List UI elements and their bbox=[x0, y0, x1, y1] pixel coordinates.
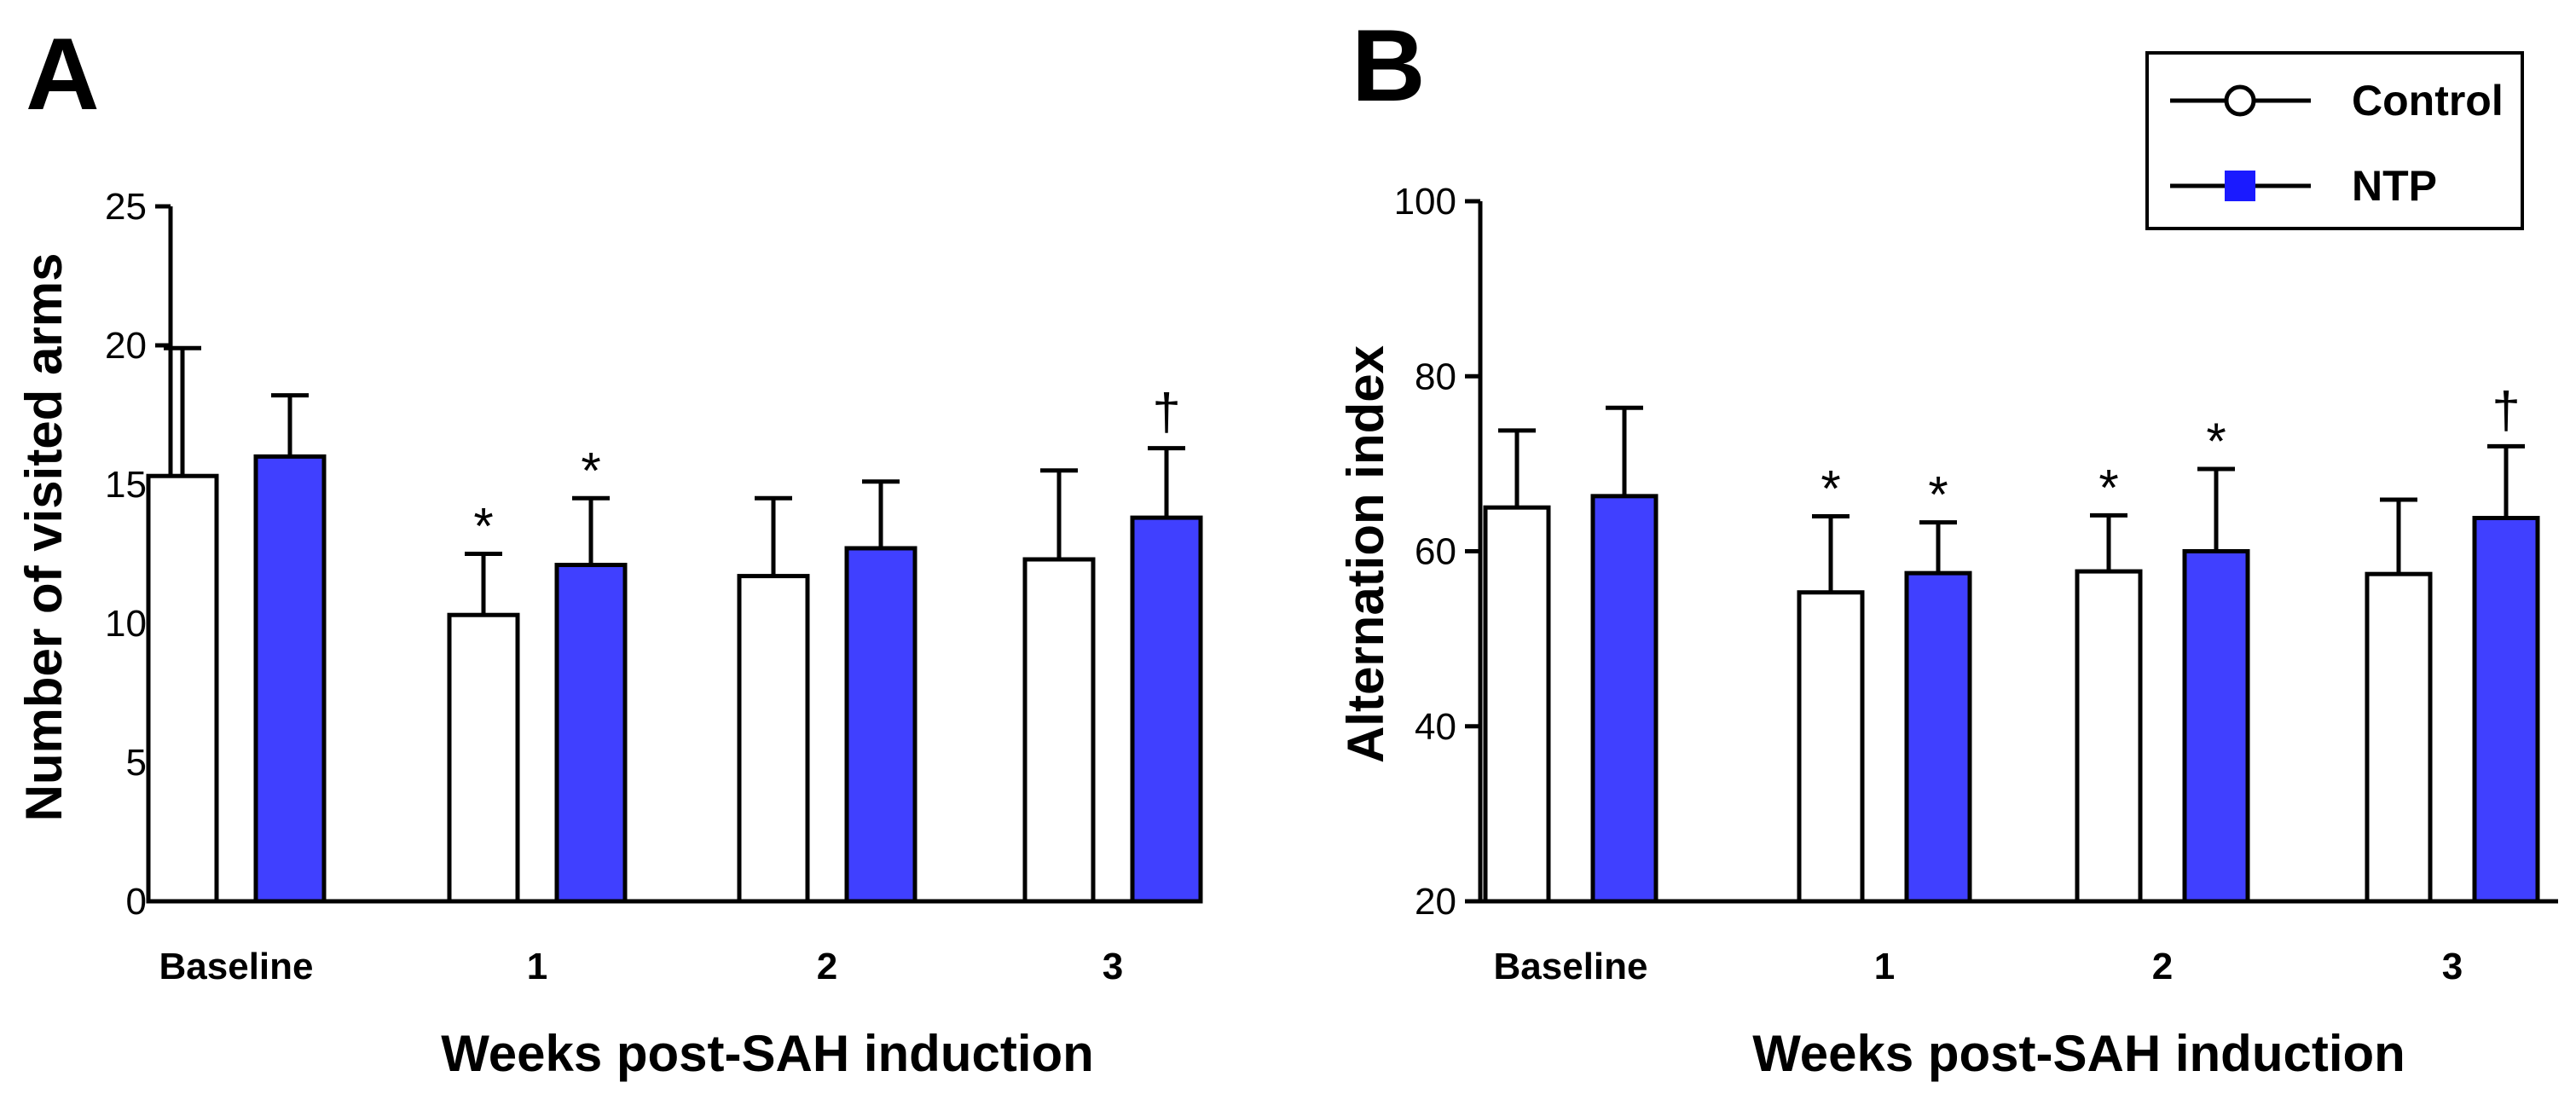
panel-b-control-bar bbox=[1797, 590, 1865, 904]
panel-b-y-tick-label: 60 bbox=[1415, 531, 1456, 573]
panel-a-y-tick-label: 0 bbox=[126, 881, 147, 923]
panel-a-y-tick-label: 15 bbox=[105, 464, 147, 506]
panel-b-control-bar bbox=[2365, 571, 2433, 904]
panel-b-x-tick-label: 2 bbox=[2152, 946, 2173, 987]
panel-b-ntp-bar bbox=[1904, 570, 1972, 904]
panel-b-significance-marker: * bbox=[1821, 460, 1840, 517]
panel-a-control-bar bbox=[447, 612, 520, 904]
panel-b-ntp-bar bbox=[2472, 516, 2540, 904]
panel-b-control-bar bbox=[2075, 569, 2143, 904]
panel-b-y-axis-title: Alternation index bbox=[1337, 345, 1394, 763]
legend-ntp-label: NTP bbox=[2352, 162, 2437, 210]
panel-b-significance-marker: * bbox=[2098, 459, 2118, 516]
panel-b-control-bar bbox=[1483, 505, 1551, 904]
panel-b-y-tick-label: 40 bbox=[1415, 706, 1456, 748]
panel-a-control-bar bbox=[1022, 557, 1096, 904]
panel-b-x-tick-label: Baseline bbox=[1494, 946, 1648, 987]
panel-a-y-tick-label: 25 bbox=[105, 186, 147, 228]
panel-a-significance-marker: † bbox=[1152, 384, 1180, 441]
panel-a-significance-marker: * bbox=[581, 442, 600, 499]
panel-b-ntp-bar bbox=[2182, 549, 2250, 904]
panel-b-significance-marker: * bbox=[1928, 466, 1948, 524]
legend: Control NTP bbox=[2145, 51, 2524, 230]
panel-b-y-tick-label: 80 bbox=[1415, 356, 1456, 397]
panel-a-y-axis-title: Number of visited arms bbox=[15, 253, 72, 822]
panel-a-x-tick-label: 3 bbox=[1103, 946, 1123, 987]
panel-b-y-tick-label: 100 bbox=[1394, 181, 1456, 223]
panel-a-significance-marker: * bbox=[473, 498, 493, 555]
panel-a-x-tick-label: 1 bbox=[527, 946, 547, 987]
panel-b-x-tick-label: 3 bbox=[2442, 946, 2463, 987]
panel-a-ntp-bar bbox=[253, 454, 327, 904]
legend-box bbox=[2145, 51, 2524, 230]
panel-a-y-tick-label: 5 bbox=[126, 742, 147, 784]
panel-b-y-tick-label: 20 bbox=[1415, 881, 1456, 923]
panel-b-plot: 20 40 60 80 100 Baseline 1 2 3 * * * * † bbox=[1394, 181, 2558, 987]
panel-b-letter: B bbox=[1352, 9, 1426, 123]
panel-a-x-tick-label: 2 bbox=[817, 946, 837, 987]
panel-a-letter: A bbox=[26, 17, 100, 131]
panel-a-x-tick-label: Baseline bbox=[159, 946, 314, 987]
panel-a-plot: 0 5 10 15 20 25 Baseline 1 2 3 * * † bbox=[105, 186, 1203, 987]
panel-a-y-tick-label: 20 bbox=[105, 325, 147, 367]
panel-a-control-bar bbox=[737, 574, 810, 904]
panel-b-ntp-bar bbox=[1590, 494, 1658, 904]
panel-b-x-axis-title: Weeks post-SAH induction bbox=[1752, 1025, 2405, 1082]
panel-a-x-axis-title: Weeks post-SAH induction bbox=[441, 1025, 1094, 1082]
panel-a-y-tick-label: 10 bbox=[105, 603, 147, 645]
panel-a-ntp-bar bbox=[554, 563, 628, 904]
legend-control-marker bbox=[2224, 84, 2256, 117]
legend-ntp-marker bbox=[2225, 171, 2255, 201]
panel-a-ntp-bar bbox=[1130, 515, 1203, 904]
panel-b-significance-marker: † bbox=[2492, 381, 2520, 438]
panel-b-significance-marker: * bbox=[2206, 413, 2226, 470]
panel-a-control-bar bbox=[146, 473, 219, 904]
legend-control-label: Control bbox=[2352, 77, 2504, 124]
panel-b-x-tick-label: 1 bbox=[1874, 946, 1895, 987]
panel-a-ntp-bar bbox=[844, 546, 918, 904]
